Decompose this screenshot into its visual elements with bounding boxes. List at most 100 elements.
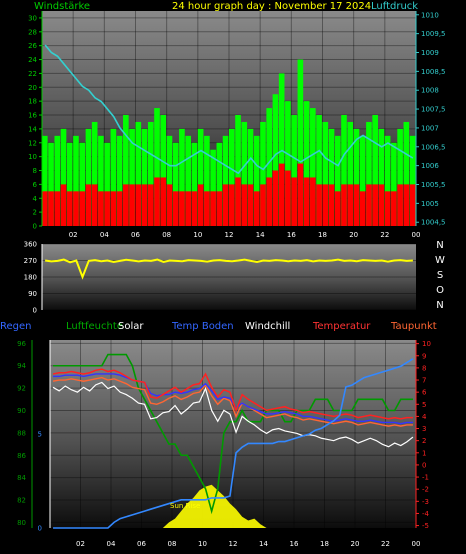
gust-bar — [291, 115, 297, 226]
wind-tick-label: 4 — [33, 195, 38, 203]
average-bar — [79, 191, 86, 226]
average-bar — [204, 191, 210, 226]
average-bar — [297, 163, 304, 226]
temperature-lines — [52, 353, 414, 529]
x-tick-label: 22 — [381, 540, 390, 548]
x-tick-label: 04 — [107, 540, 116, 548]
average-bar — [154, 177, 160, 226]
gust-bar — [272, 94, 279, 227]
humidity-tick-label: 96 — [17, 340, 26, 348]
average-bar — [391, 191, 397, 226]
wind-tick-label: 20 — [28, 84, 37, 92]
humidity-y-ticks: 80 82 84 86 88 90 92 94 96 — [17, 340, 33, 528]
legend-label: Regen — [0, 321, 32, 332]
average-bar — [85, 184, 92, 226]
wind-x-ticks: 02 04 06 08 10 12 14 16 18 20 22 00 — [69, 231, 421, 239]
x-tick-label: 18 — [320, 540, 329, 548]
gust-bar — [285, 101, 291, 226]
average-bar — [310, 177, 316, 226]
average-bar — [179, 191, 185, 226]
average-bar — [291, 177, 297, 226]
x-tick-label: 12 — [225, 231, 234, 239]
gust-bar — [204, 135, 210, 226]
gust-bar — [185, 135, 191, 226]
legend-label: Windchill — [245, 321, 290, 332]
gust-bar — [73, 135, 79, 226]
wind-bars — [42, 59, 416, 227]
average-bar — [322, 184, 329, 226]
average-bar — [397, 184, 403, 226]
gust-bar — [166, 135, 173, 226]
wind-tick-label: 26 — [28, 42, 37, 50]
average-bar — [359, 191, 366, 226]
average-bar — [135, 184, 142, 226]
gust-bar — [48, 142, 54, 226]
direction-tick-label: 90 — [28, 290, 37, 298]
average-bar — [60, 184, 67, 226]
gust-bar — [123, 115, 129, 226]
average-bar — [123, 184, 129, 226]
compass-label: W — [435, 255, 445, 266]
average-bar — [328, 184, 335, 226]
gust-bar — [98, 135, 104, 226]
gust-bar — [191, 142, 198, 226]
plot-area-direction — [42, 244, 416, 310]
rain-tick-label: 0 — [38, 525, 42, 533]
gust-bar — [235, 115, 241, 226]
average-bar — [372, 184, 378, 226]
wind-tick-label: 22 — [28, 70, 37, 78]
gust-bar — [160, 115, 167, 226]
wind-tick-label: 24 — [28, 56, 37, 64]
direction-line — [44, 258, 413, 280]
average-bar — [210, 191, 216, 226]
average-bar — [409, 184, 416, 226]
x-tick-label: 02 — [69, 231, 78, 239]
compass-label: O — [436, 285, 444, 296]
average-bar — [266, 177, 273, 226]
gust-bar — [141, 128, 148, 226]
average-bar — [222, 184, 229, 226]
wind-tick-label: 10 — [28, 153, 37, 161]
temperature-tick-label: 4 — [422, 413, 427, 421]
legend-label: Temperatur — [312, 321, 371, 332]
wind-tick-label: 28 — [28, 28, 37, 36]
x-tick-label: 02 — [76, 540, 85, 548]
gust-bar — [129, 128, 135, 226]
average-bar — [384, 191, 391, 226]
gust-bar — [303, 101, 310, 226]
gust-bar — [79, 142, 86, 226]
x-tick-label: 00 — [412, 540, 421, 548]
humidity-tick-label: 92 — [17, 385, 26, 393]
x-tick-label: 06 — [137, 540, 146, 548]
gust-bar — [210, 149, 216, 226]
x-tick-label: 06 — [131, 231, 140, 239]
average-bar — [48, 191, 54, 226]
gust-bar — [154, 108, 160, 226]
average-bar — [216, 191, 223, 226]
gust-bar — [341, 115, 347, 226]
temperature-series — [52, 368, 413, 420]
rain-series — [53, 358, 414, 529]
average-bar — [160, 177, 167, 226]
x-tick-label: 00 — [412, 231, 421, 239]
average-bar — [66, 191, 73, 226]
temperature-tick-label: 0 — [422, 461, 426, 469]
direction-tick-label: 270 — [24, 257, 37, 265]
average-bar — [110, 191, 117, 226]
wind-tick-label: 2 — [33, 209, 37, 217]
gust-bar — [222, 135, 229, 226]
average-bar — [285, 170, 291, 226]
gust-bar — [229, 128, 235, 226]
gust-bar — [216, 142, 223, 226]
pressure-tick-label: 1006 — [421, 162, 439, 170]
wind-axis-label: Windstärke — [34, 1, 90, 12]
humidity-tick-label: 82 — [17, 497, 26, 505]
average-bar — [91, 184, 98, 226]
gust-bar — [310, 108, 316, 226]
pressure-tick-label: 1005 — [421, 200, 439, 208]
temperature-tick-label: -2 — [422, 486, 429, 494]
